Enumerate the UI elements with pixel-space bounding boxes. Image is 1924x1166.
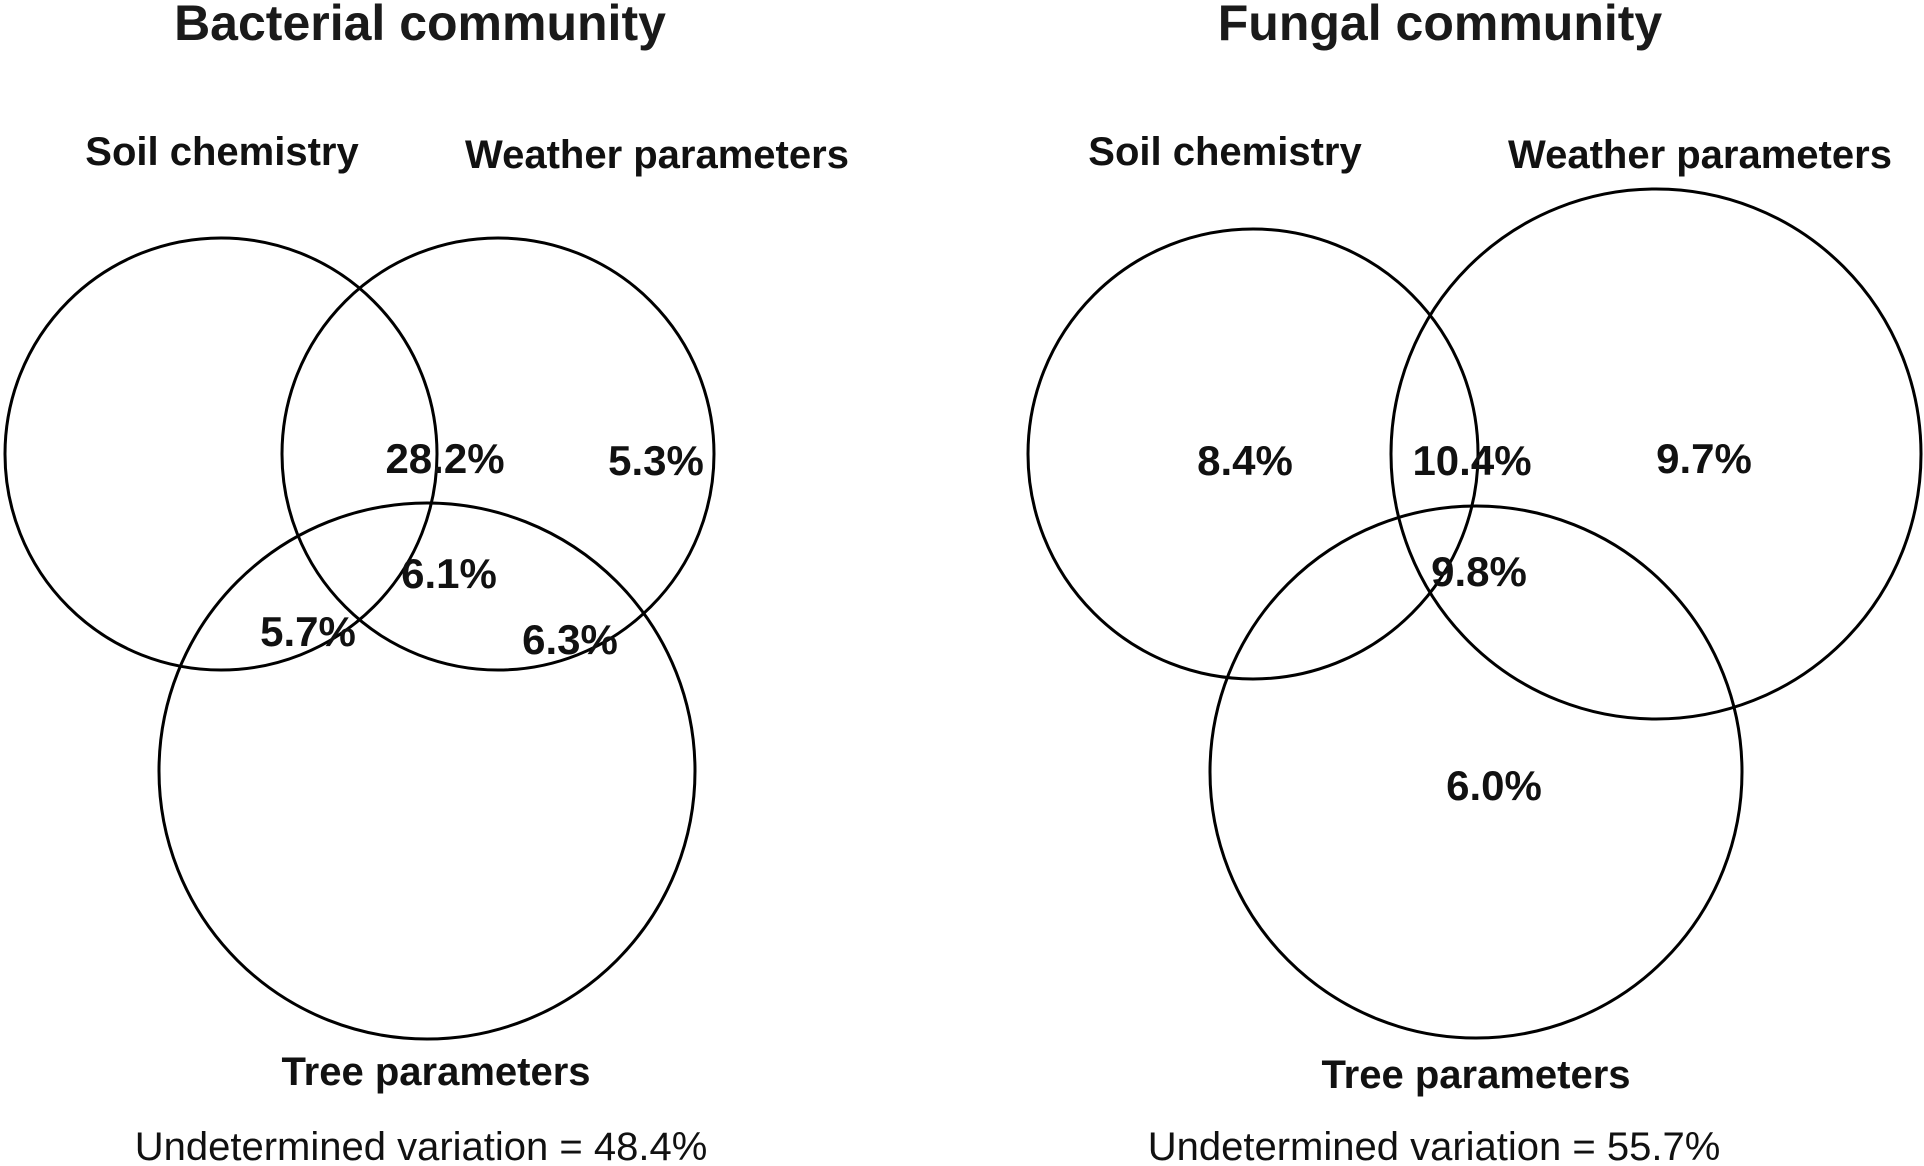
bacterial-soil-circle [3,236,439,672]
fungal-all-three-value: 9.8% [1431,548,1527,595]
bacterial-soil-weather-value: 28.2% [385,435,504,482]
bacterial-panel-title: Bacterial community [174,0,666,51]
fungal-tree-circle [1208,504,1744,1040]
bacterial-tree-label: Tree parameters [281,1050,590,1094]
fungal-undetermined-note: Undetermined variation = 55.7% [1148,1125,1721,1166]
bacterial-venn-panel: Bacterial community Soil chemistry Weath… [3,0,849,1166]
fungal-weather-label: Weather parameters [1508,133,1892,177]
fungal-tree-label: Tree parameters [1321,1053,1630,1097]
fungal-soil-label: Soil chemistry [1088,130,1362,174]
fungal-soil-circle [1026,227,1480,681]
bacterial-undetermined-note: Undetermined variation = 48.4% [135,1125,708,1166]
fungal-soil-only-value: 8.4% [1197,437,1293,484]
bacterial-all-three-value: 6.1% [401,550,497,597]
bacterial-soil-label: Soil chemistry [85,130,359,174]
fungal-tree-only-value: 6.0% [1446,762,1542,809]
bacterial-soil-tree-value: 5.7% [260,608,356,655]
bacterial-weather-only-value: 5.3% [608,437,704,484]
bacterial-tree-circle [157,501,697,1041]
bacterial-weather-tree-value: 6.3% [522,616,618,663]
bacterial-weather-circle [280,236,716,672]
fungal-panel-title: Fungal community [1218,0,1663,51]
fungal-venn-panel: Fungal community Soil chemistry Weather … [1026,0,1923,1166]
fungal-weather-only-value: 9.7% [1656,435,1752,482]
fungal-weather-circle [1389,187,1923,721]
fungal-soil-weather-value: 10.4% [1412,437,1531,484]
bacterial-weather-label: Weather parameters [465,133,849,177]
